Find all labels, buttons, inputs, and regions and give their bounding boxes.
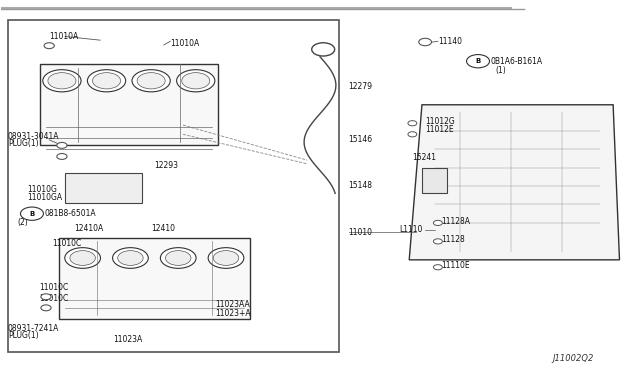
Circle shape xyxy=(43,70,81,92)
Text: 15148: 15148 xyxy=(349,182,372,190)
Text: 11010C: 11010C xyxy=(52,239,82,248)
Circle shape xyxy=(433,239,442,244)
Circle shape xyxy=(137,73,165,89)
FancyBboxPatch shape xyxy=(59,238,250,319)
Text: 11023A: 11023A xyxy=(113,335,142,344)
Circle shape xyxy=(467,55,490,68)
Circle shape xyxy=(208,248,244,268)
Text: 11110E: 11110E xyxy=(441,261,470,270)
Text: 11010GA: 11010GA xyxy=(27,193,62,202)
Text: J11002Q2: J11002Q2 xyxy=(552,354,594,363)
Circle shape xyxy=(433,264,442,270)
Circle shape xyxy=(113,248,148,268)
Circle shape xyxy=(88,70,125,92)
Polygon shape xyxy=(409,105,620,260)
Polygon shape xyxy=(422,167,447,193)
Circle shape xyxy=(419,38,431,46)
Circle shape xyxy=(132,70,170,92)
Circle shape xyxy=(70,251,95,265)
Text: 081B8-6501A: 081B8-6501A xyxy=(45,209,97,218)
Circle shape xyxy=(408,121,417,126)
Circle shape xyxy=(312,43,335,56)
Circle shape xyxy=(48,73,76,89)
Circle shape xyxy=(118,251,143,265)
Text: 11140: 11140 xyxy=(438,37,462,46)
Circle shape xyxy=(161,248,196,268)
Text: 11010: 11010 xyxy=(349,228,372,237)
FancyBboxPatch shape xyxy=(40,64,218,145)
Circle shape xyxy=(182,73,210,89)
Circle shape xyxy=(213,251,239,265)
Text: 15146: 15146 xyxy=(349,135,372,144)
Text: 12410: 12410 xyxy=(151,224,175,233)
Text: 11010A: 11010A xyxy=(170,39,200,48)
Text: (1): (1) xyxy=(495,66,506,75)
Text: 12410A: 12410A xyxy=(75,224,104,233)
Text: 11023AA: 11023AA xyxy=(215,300,250,309)
Text: 15241: 15241 xyxy=(412,153,436,162)
Text: 11010A: 11010A xyxy=(49,32,79,41)
Bar xyxy=(8,20,339,352)
Text: PLUG(1): PLUG(1) xyxy=(8,331,38,340)
Text: 08931-3041A: 08931-3041A xyxy=(8,132,60,141)
Text: 11128: 11128 xyxy=(441,235,465,244)
Circle shape xyxy=(408,132,417,137)
Text: B: B xyxy=(29,211,35,217)
Text: 11012G: 11012G xyxy=(425,117,455,126)
Text: L1110: L1110 xyxy=(399,225,423,234)
Text: 0B1A6-B161A: 0B1A6-B161A xyxy=(491,57,543,66)
Circle shape xyxy=(41,294,51,300)
Text: 12279: 12279 xyxy=(349,82,372,91)
Text: 11128A: 11128A xyxy=(441,217,470,225)
Circle shape xyxy=(41,305,51,311)
Circle shape xyxy=(20,207,44,220)
Text: 11023+A: 11023+A xyxy=(215,309,250,318)
Bar xyxy=(65,173,141,203)
Text: 11010G: 11010G xyxy=(27,185,57,194)
Text: 11010C: 11010C xyxy=(40,283,69,292)
Text: (2): (2) xyxy=(17,218,28,227)
Text: 11010C: 11010C xyxy=(40,294,69,303)
Circle shape xyxy=(433,220,442,225)
Circle shape xyxy=(166,251,191,265)
Circle shape xyxy=(57,154,67,160)
Text: 08931-7241A: 08931-7241A xyxy=(8,324,59,333)
Circle shape xyxy=(93,73,120,89)
Text: B: B xyxy=(476,58,481,64)
Circle shape xyxy=(65,248,100,268)
Text: 12293: 12293 xyxy=(154,161,179,170)
Circle shape xyxy=(57,142,67,148)
Text: 11012E: 11012E xyxy=(425,125,454,134)
Circle shape xyxy=(44,43,54,49)
Text: PLUG(1): PLUG(1) xyxy=(8,139,38,148)
Circle shape xyxy=(177,70,215,92)
